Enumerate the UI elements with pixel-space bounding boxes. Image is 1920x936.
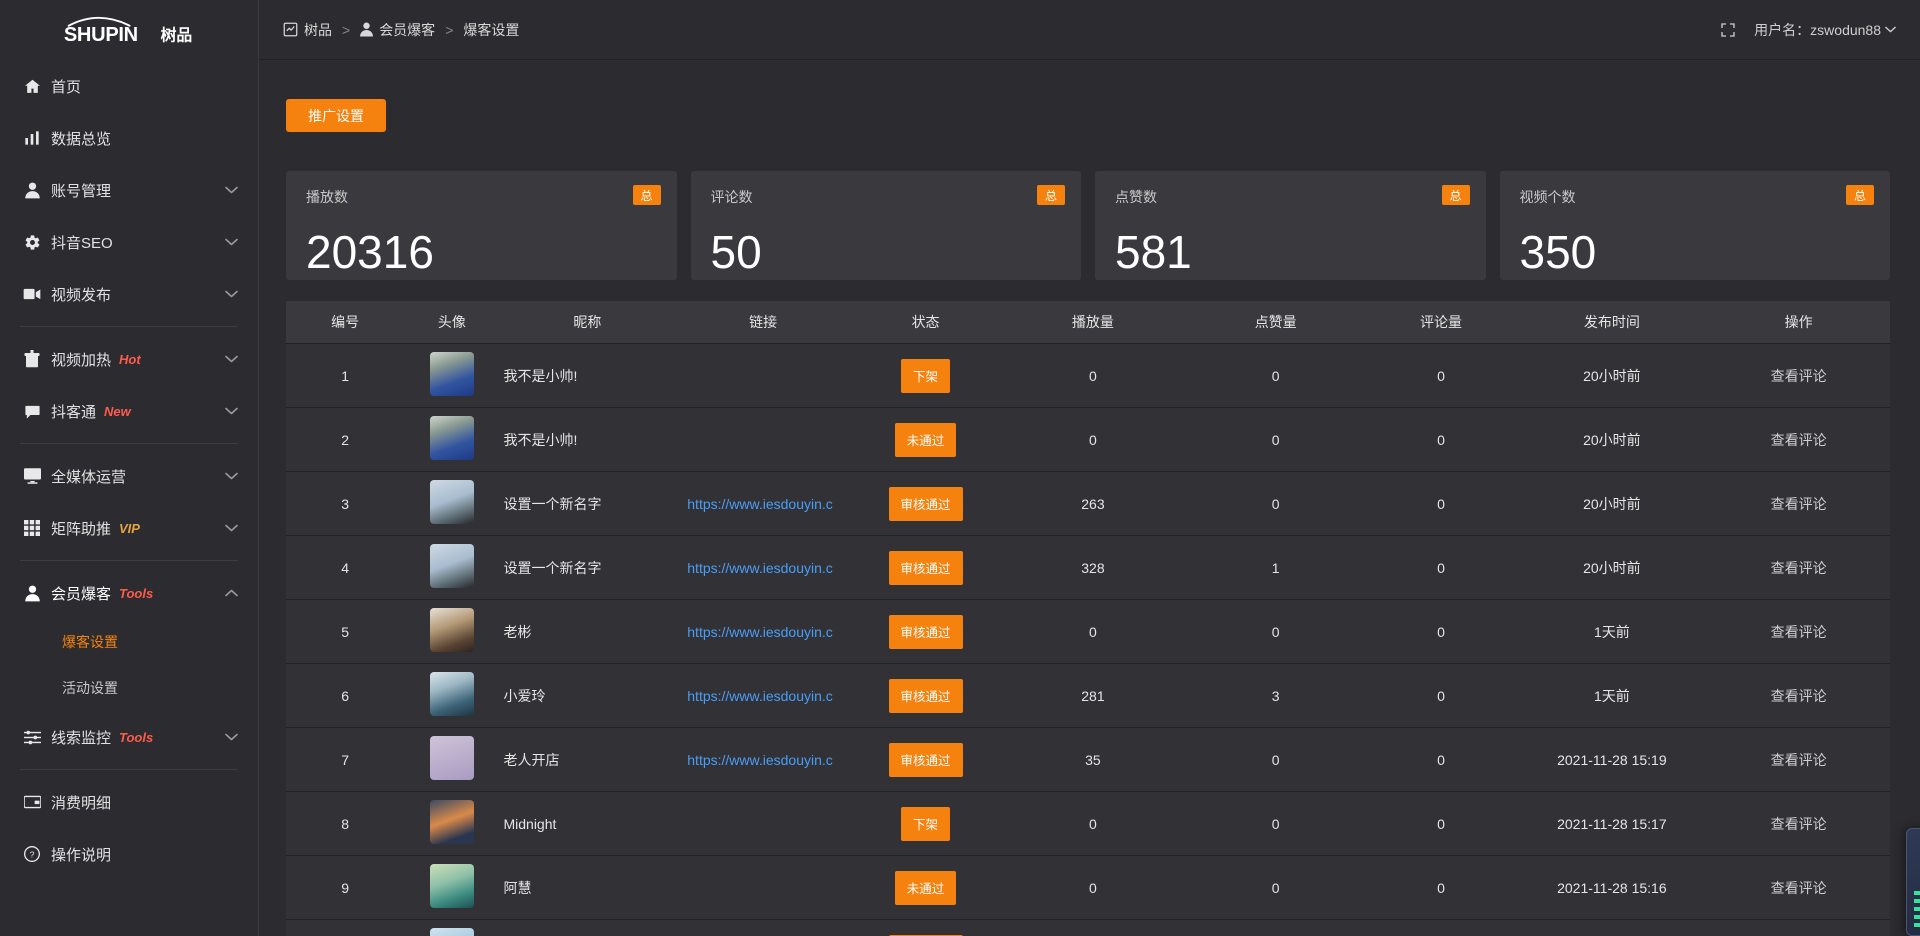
svg-text:树品: 树品	[161, 25, 193, 44]
svg-text:SHUPIN: SHUPIN	[64, 24, 138, 44]
svg-text:?: ?	[30, 849, 35, 859]
